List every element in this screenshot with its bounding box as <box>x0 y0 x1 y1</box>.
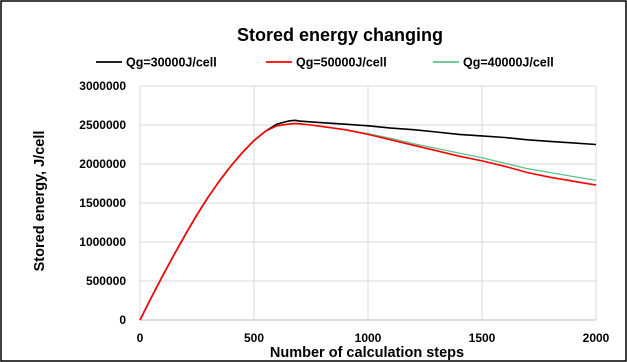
x-tick-label: 2000 <box>583 331 610 345</box>
legend: Qg=30000J/cell Qg=50000J/cell Qg=40000J/ce… <box>96 56 554 70</box>
x-tick-label: 500 <box>244 331 264 345</box>
x-tick-label: 0 <box>137 331 144 345</box>
y-tick-label: 1000000 <box>79 235 126 249</box>
x-ticks: 0 500 1000 1500 2000 <box>137 331 610 345</box>
plot-area <box>139 86 596 321</box>
y-tick-label: 500000 <box>86 274 126 288</box>
y-ticks: 0 500000 1000000 1500000 2000000 2500000 30000… <box>79 79 126 327</box>
x-axis-label: Number of calculation steps <box>270 345 464 361</box>
y-axis-label: Stored energy, J/cell <box>32 131 48 272</box>
legend-label-3: Qg=40000J/cell <box>463 56 554 70</box>
series-lines <box>139 119 597 321</box>
y-tick-label: 2500000 <box>79 118 126 132</box>
y-tick-label: 0 <box>119 313 126 327</box>
y-tick-label: 2000000 <box>79 157 126 171</box>
y-tick-label: 1500000 <box>79 196 126 210</box>
chart-title: Stored energy changing <box>237 25 443 45</box>
series-line-2 <box>139 122 597 321</box>
y-tick-label: 3000000 <box>79 79 126 93</box>
legend-label-1: Qg=30000J/cell <box>126 56 217 70</box>
x-tick-label: 1500 <box>469 331 496 345</box>
legend-label-2: Qg=50000J/cell <box>296 56 387 70</box>
x-tick-label: 1000 <box>355 331 382 345</box>
